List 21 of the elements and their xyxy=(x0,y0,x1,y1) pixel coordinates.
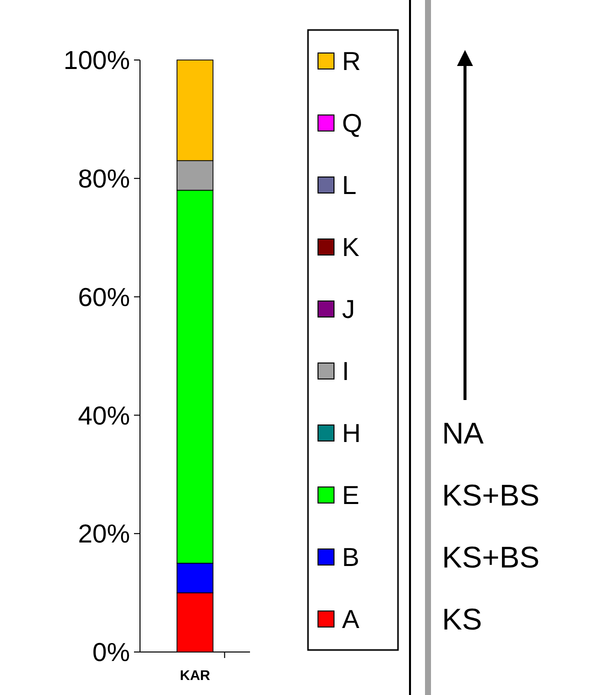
y-tick-label: 60% xyxy=(78,282,130,312)
y-tick-label: 40% xyxy=(78,400,130,430)
y-tick-label: 20% xyxy=(78,518,130,549)
legend-label: H xyxy=(342,418,361,448)
legend-label: A xyxy=(342,604,360,634)
legend-label: I xyxy=(342,356,350,386)
legend-label: E xyxy=(342,480,360,510)
legend-label: L xyxy=(342,170,356,200)
y-tick-label: 100% xyxy=(64,45,130,76)
legend-label: K xyxy=(342,232,360,262)
legend-label: R xyxy=(342,46,361,76)
legend-label: J xyxy=(342,294,355,324)
text: KS+BS xyxy=(442,542,540,574)
text: KS xyxy=(442,604,482,636)
legend-label: Q xyxy=(342,108,362,138)
x-tick-label: KAR xyxy=(180,667,210,683)
text: NA xyxy=(442,418,484,450)
y-tick-label: 80% xyxy=(78,164,130,194)
text: KS+BS xyxy=(442,480,540,512)
y-tick-label: 0% xyxy=(92,637,130,668)
legend-label: B xyxy=(342,542,360,572)
